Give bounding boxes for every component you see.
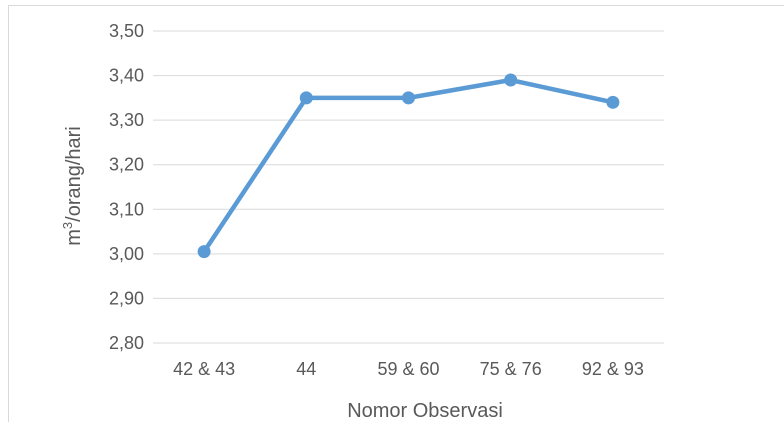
data-point-marker — [504, 73, 518, 87]
x-tick-label: 42 & 43 — [173, 359, 235, 379]
y-axis-tick-labels: 3,50 3,40 3,30 3,20 3,10 3,00 2,90 2,80 — [109, 21, 144, 353]
y-axis-title: m3/orang/hari — [60, 126, 85, 246]
x-tick-label: 59 & 60 — [377, 359, 439, 379]
y-tick-label: 3,00 — [109, 244, 144, 264]
y-tick-label: 3,10 — [109, 199, 144, 219]
x-axis-title: Nomor Observasi — [347, 400, 503, 422]
data-point-marker — [299, 91, 313, 105]
gridlines — [153, 30, 664, 344]
chart-frame-top-border — [8, 5, 784, 6]
x-tick-label: 75 & 76 — [480, 359, 542, 379]
y-axis-title-superscript: 3 — [60, 222, 75, 229]
y-axis-title-base: m — [63, 229, 85, 246]
y-tick-label: 3,30 — [109, 110, 144, 130]
chart-frame-left-border — [8, 5, 9, 422]
y-tick-label: 3,40 — [109, 66, 144, 86]
data-point-marker — [606, 95, 620, 109]
x-tick-label: 92 & 93 — [582, 359, 644, 379]
y-tick-label: 2,90 — [109, 288, 144, 308]
y-tick-label: 2,80 — [109, 333, 144, 353]
data-point-marker — [197, 245, 211, 259]
y-tick-label: 3,20 — [109, 155, 144, 175]
y-axis-title-rest: /orang/hari — [63, 126, 85, 222]
x-axis-tick-labels: 42 & 43 44 59 & 60 75 & 76 92 & 93 — [173, 359, 644, 379]
series-line — [201, 77, 616, 254]
x-tick-label: 44 — [296, 359, 316, 379]
y-tick-label: 3,50 — [109, 21, 144, 41]
data-point-marker — [402, 91, 415, 105]
series-layer — [197, 73, 620, 259]
